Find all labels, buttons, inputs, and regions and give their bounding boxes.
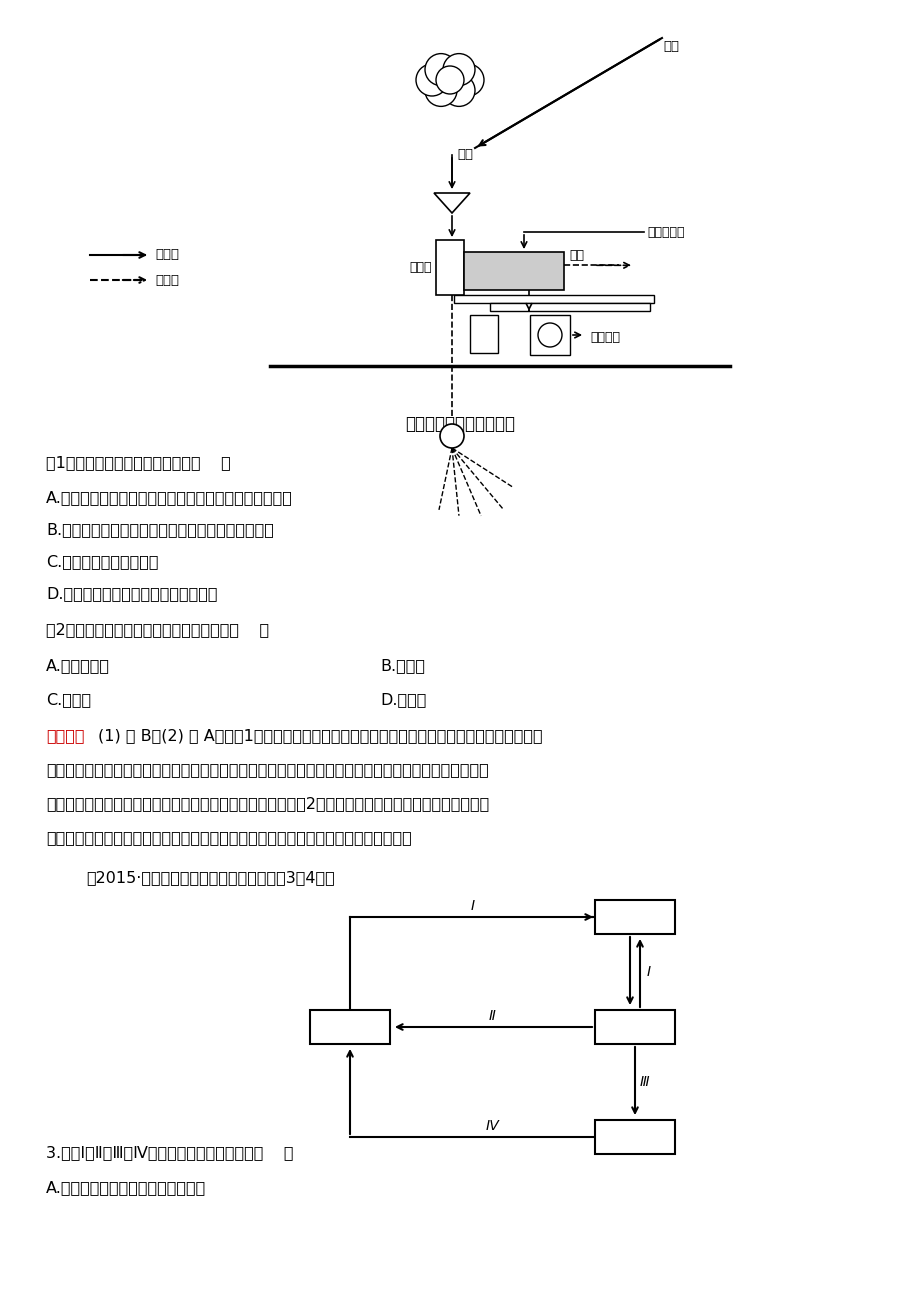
- Text: （2）下列情形与有利于促进蒸发无关的是（    ）: （2）下列情形与有利于促进蒸发无关的是（ ）: [46, 622, 269, 637]
- Text: 屋顶: 屋顶: [663, 40, 678, 53]
- Circle shape: [451, 64, 483, 96]
- Text: 过滤器: 过滤器: [409, 260, 432, 273]
- Bar: [529, 315, 570, 355]
- Text: 较多的地区；该渗透系统或污水排放系统具有环境效益。第（2）题，光照强、气温高、风速大都有利于: 较多的地区；该渗透系统或污水排放系统具有环境效益。第（2）题，光照强、气温高、风…: [46, 796, 489, 811]
- Text: 海洋: 海洋: [341, 1019, 358, 1035]
- Text: A.图中未能表示出来的水循环环节是地表径流和地下径流: A.图中未能表示出来的水循环环节是地表径流和地下径流: [46, 490, 292, 505]
- Circle shape: [425, 74, 457, 107]
- Circle shape: [439, 424, 463, 448]
- Bar: [595, 900, 675, 934]
- Bar: [490, 303, 650, 311]
- Text: 可用水: 可用水: [154, 249, 179, 262]
- Text: 3.图中Ⅰ、Ⅱ、Ⅲ、Ⅳ代表的水循环环节分别是（    ）: 3.图中Ⅰ、Ⅱ、Ⅲ、Ⅳ代表的水循环环节分别是（ ）: [46, 1144, 293, 1160]
- Text: D.气温高: D.气温高: [380, 691, 425, 707]
- Text: 雨水: 雨水: [457, 148, 472, 161]
- Text: 水体的蒸发；空气湿度大，空气中能进一步吸收的水体越少，因而不利于水体的蒸发。: 水体的蒸发；空气湿度大，空气中能进一步吸收的水体越少，因而不利于水体的蒸发。: [46, 829, 412, 845]
- Text: 自来水补充: 自来水补充: [646, 225, 684, 238]
- Text: B.风速大: B.风速大: [380, 658, 425, 673]
- Text: C.光照强: C.光照强: [46, 691, 91, 707]
- Circle shape: [443, 74, 474, 107]
- Text: (1) 选 B，(2) 选 A。第（1）题，图中的溢流能反映出地表径流，渗透系统或污水排放系统反映: (1) 选 B，(2) 选 A。第（1）题，图中的溢流能反映出地表径流，渗透系统…: [98, 728, 542, 743]
- Text: 屋外用水: 屋外用水: [589, 331, 619, 344]
- Circle shape: [436, 66, 463, 94]
- Text: A.下渗、地表径流、蒸发、地下径流: A.下渗、地表径流、蒸发、地下径流: [46, 1180, 206, 1195]
- Bar: [453, 296, 653, 303]
- Bar: [470, 315, 497, 353]
- Circle shape: [443, 53, 474, 86]
- Text: C.该设计只适合缺水地区: C.该设计只适合缺水地区: [46, 553, 158, 569]
- Bar: [595, 1120, 675, 1154]
- Text: 供水: 供水: [532, 294, 548, 307]
- Text: 【解析】: 【解析】: [46, 728, 85, 743]
- Bar: [436, 240, 463, 296]
- Text: A.空气湿度大: A.空气湿度大: [46, 658, 110, 673]
- Circle shape: [425, 53, 457, 86]
- Text: Ⅰ: Ⅰ: [470, 898, 474, 913]
- Text: Ⅲ: Ⅲ: [640, 1075, 649, 1088]
- Text: 废弃水: 废弃水: [154, 273, 179, 286]
- Text: 溢流: 溢流: [568, 249, 584, 262]
- Text: 地下水: 地下水: [620, 1130, 648, 1144]
- Bar: [595, 1010, 675, 1044]
- Text: （1）有关该图的说法，正确的是（    ）: （1）有关该图的说法，正确的是（ ）: [46, 454, 231, 470]
- Text: Ⅰ: Ⅰ: [646, 965, 651, 979]
- Circle shape: [415, 64, 448, 96]
- Text: B.图中未能表示出来的水循环环节是蒸发和植物蒸腾: B.图中未能表示出来的水循环环节是蒸发和植物蒸腾: [46, 522, 274, 536]
- Text: Ⅳ: Ⅳ: [485, 1118, 498, 1133]
- Bar: [310, 1010, 390, 1044]
- Text: 蓄水池: 蓄水池: [502, 264, 525, 277]
- Text: 地表水: 地表水: [620, 1019, 648, 1035]
- Text: 渗透系统或污水排放系统: 渗透系统或污水排放系统: [404, 415, 515, 434]
- Text: 大气: 大气: [625, 910, 643, 924]
- Text: D.该设计只有经济效益，没有环境效益: D.该设计只有经济效益，没有环境效益: [46, 586, 217, 602]
- Text: Ⅱ: Ⅱ: [489, 1009, 495, 1023]
- Bar: [463, 253, 563, 290]
- Text: 出地下径流；图中内容不能表示出来的水循环环节是蒸发和植物蒸腾；该设计适合缺水地区，也适合降水: 出地下径流；图中内容不能表示出来的水循环环节是蒸发和植物蒸腾；该设计适合缺水地区…: [46, 762, 488, 777]
- Text: （2015·湖北联考）读水循环示意图，回答3、4题。: （2015·湖北联考）读水循环示意图，回答3、4题。: [85, 870, 335, 885]
- Circle shape: [538, 323, 562, 348]
